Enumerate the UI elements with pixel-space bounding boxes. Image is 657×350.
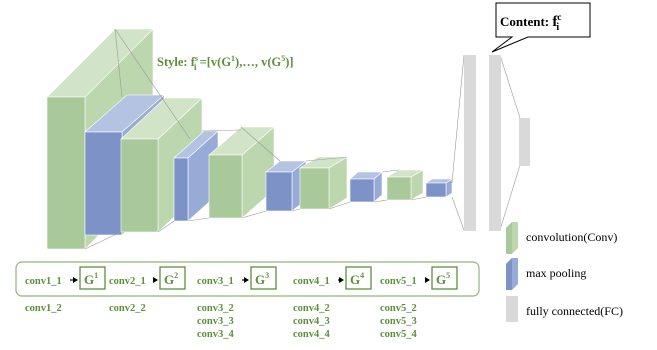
conv-label: conv2_1: [109, 276, 146, 287]
guide-line: [84, 231, 122, 250]
content-label: Content: fc i: [500, 12, 561, 33]
content-callout: Content: fc i: [491, 2, 591, 53]
arrow-head: [73, 277, 78, 283]
conv-sublabel: conv3_4: [197, 329, 235, 340]
block-front-face: [84, 131, 123, 236]
conv-sublabel: conv4_3: [293, 316, 330, 327]
gram-stage: conv4_1 G4 conv4_2 conv4_3 conv4_4: [293, 266, 372, 340]
gram-row: conv1_1 G1 conv1_2 conv2_1 G2 conv2_2 conv3_1 G…: [25, 266, 458, 340]
block-front-face: [46, 96, 86, 250]
guide-line: [305, 156, 348, 162]
fully-connected-layers: [451, 54, 530, 231]
guide-line: [328, 201, 351, 210]
legend-swatch: [506, 258, 512, 290]
conv-sublabel: conv2_2: [109, 303, 146, 314]
conv-block: [298, 156, 349, 210]
guide-line: [291, 208, 301, 212]
pool-block: [349, 171, 383, 203]
gram-label: G4: [350, 271, 364, 287]
fc-layer-2: [489, 55, 501, 231]
conv-block: [385, 169, 425, 201]
style-formula: Style: fs i =[v(G1),…, v(G5)]: [157, 54, 294, 72]
gram-box: [345, 266, 372, 290]
gram-box: [79, 266, 106, 290]
arrow-head: [425, 277, 430, 283]
guide-line: [114, 28, 191, 140]
guide-line: [187, 217, 210, 222]
legend-swatch: [506, 222, 512, 254]
gram-box: [159, 266, 186, 290]
guide-line: [157, 220, 175, 233]
gram-box: [431, 266, 458, 290]
gram-box: [250, 266, 277, 290]
fc-guide-line: [451, 196, 465, 231]
fc-guide-line: [499, 54, 521, 119]
guide-line: [381, 169, 400, 173]
legend-label: convolution(Conv): [526, 230, 617, 244]
fc-guide-line: [499, 164, 521, 231]
block-front-face: [120, 138, 159, 233]
arrow-head: [244, 277, 249, 283]
conv-sublabel: conv3_2: [197, 303, 234, 314]
guide-line: [241, 210, 267, 219]
legend-swatch: [506, 296, 518, 322]
block-front-face: [425, 182, 447, 198]
gram-label: G1: [84, 271, 98, 287]
fc-guide-line: [451, 54, 465, 184]
block-front-face: [265, 171, 293, 212]
legend-label: max pooling: [526, 266, 586, 280]
block-front-face: [208, 154, 243, 219]
conv-sublabel: conv5_2: [380, 303, 417, 314]
conv-sublabel: conv1_2: [25, 303, 62, 314]
legend-item-fc: fully connected(FC): [506, 296, 623, 322]
block-front-face: [386, 176, 412, 201]
guide-line: [410, 196, 427, 201]
conv-sublabel: conv4_2: [293, 303, 330, 314]
conv-sublabel: conv5_4: [380, 329, 418, 340]
gram-stage: conv5_1 G5 conv5_2 conv5_3 conv5_4: [380, 266, 458, 340]
gram-stage: conv1_1 G1 conv1_2: [25, 266, 106, 314]
conv-label: conv3_1: [197, 276, 234, 287]
guide-line: [240, 126, 281, 162]
arrow-head: [339, 277, 344, 283]
legend: convolution(Conv) max pooling fully connec…: [506, 222, 623, 322]
conv-label: conv4_1: [293, 276, 330, 287]
fc-layer-3: [519, 118, 530, 166]
block-front-face: [299, 167, 330, 210]
gram-stage: conv2_1 G2 conv2_2: [109, 266, 186, 314]
guide-line: [114, 28, 123, 98]
network-blocks: [46, 28, 453, 250]
block-front-face: [173, 157, 189, 222]
gram-label: G3: [255, 271, 269, 287]
conv-label: conv5_1: [380, 276, 417, 287]
gram-stage: conv3_1 G3 conv3_2 conv3_3 conv3_4: [197, 266, 277, 340]
guide-line: [373, 199, 388, 203]
gram-label: G2: [164, 271, 178, 287]
legend-label: fully connected(FC): [526, 304, 623, 318]
legend-item-conv: convolution(Conv): [506, 222, 617, 254]
conv-sublabel: conv5_3: [380, 316, 417, 327]
fc-layer-1: [464, 55, 476, 231]
conv-label: conv1_1: [25, 276, 62, 287]
conv-block: [208, 126, 275, 219]
conv-sublabel: conv4_4: [293, 329, 331, 340]
pool-block: [425, 178, 453, 198]
legend-item-pool: max pooling: [506, 258, 586, 290]
block-front-face: [349, 178, 375, 203]
arrow-head: [153, 277, 158, 283]
guide-line: [201, 129, 242, 132]
gram-label: G5: [436, 271, 450, 287]
conv-sublabel: conv3_3: [197, 316, 234, 327]
